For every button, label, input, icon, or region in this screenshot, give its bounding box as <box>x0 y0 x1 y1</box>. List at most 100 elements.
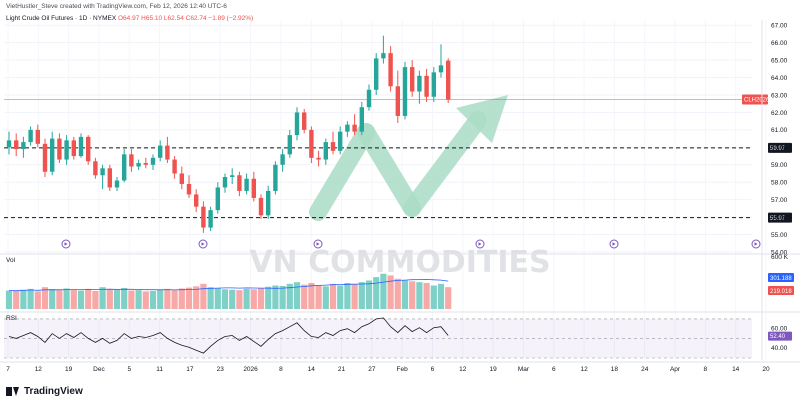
time-tick-label: 19 <box>65 366 73 373</box>
candle <box>186 175 192 198</box>
volume-bar <box>70 289 77 309</box>
candle <box>201 201 206 233</box>
candle <box>6 131 12 155</box>
candle <box>64 135 69 165</box>
candle-body <box>352 124 357 132</box>
candle <box>402 61 408 120</box>
candle-body <box>78 136 84 157</box>
volume-bar <box>41 287 49 309</box>
candle-body <box>150 157 156 165</box>
candle-body <box>179 173 184 184</box>
volume-bar <box>221 289 229 309</box>
price-tick-label: 61.00 <box>771 127 788 134</box>
time-tick-label: 7 <box>6 366 10 373</box>
price-tick-label: 62.00 <box>771 110 788 117</box>
time-tick-label: 11 <box>156 366 163 373</box>
candles <box>6 35 451 233</box>
volume-bar <box>380 273 387 309</box>
time-tick-label: 6 <box>552 366 556 373</box>
time-tick-label: 18 <box>611 366 619 373</box>
event-marker-glyph <box>612 242 616 246</box>
level-tag-bg <box>768 212 792 223</box>
price-tick-label: 55.00 <box>771 232 788 239</box>
candle-body <box>280 154 285 165</box>
event-marker-glyph <box>64 242 68 246</box>
candle <box>395 70 400 123</box>
candle <box>78 133 84 158</box>
event-markers <box>61 239 761 249</box>
time-tick-label: 20 <box>762 366 770 373</box>
candle-body <box>446 60 451 100</box>
trend-arrow-drawing <box>309 95 508 221</box>
price-tick-label: 56.00 <box>771 214 788 221</box>
price-tick-label: 57.00 <box>771 197 788 204</box>
ohlc-open: O64.97 <box>118 15 140 22</box>
candle-body <box>330 142 336 151</box>
candle <box>294 107 300 141</box>
arrow-stroke-right <box>403 111 487 217</box>
time-tick-label: Feb <box>397 366 409 373</box>
volume-bar <box>171 290 178 309</box>
candle-body <box>359 107 364 132</box>
volume-bar <box>358 282 365 309</box>
candle-body <box>158 145 163 158</box>
symbol-legend: Light Crude Oil Futures · 1D · NYMEX O64… <box>6 15 253 22</box>
candle <box>158 140 163 162</box>
last-price-tag-label: CLH2026 <box>744 98 770 104</box>
event-marker-glyph <box>754 242 758 246</box>
candle <box>323 138 328 165</box>
candle-body <box>186 183 192 195</box>
candle <box>424 68 429 102</box>
candle-body <box>172 159 177 174</box>
volume-bar <box>142 291 149 309</box>
candle <box>194 189 199 212</box>
volume-bar <box>337 285 344 309</box>
volume-bar <box>164 288 171 309</box>
candle <box>359 101 364 136</box>
time-axis: 7 12 19 Dec 5 11 17 23 2026 8 14 21 27 Feb 6 12 19 Mar 6 12… <box>0 361 800 373</box>
candle <box>330 131 336 155</box>
volume-bar <box>308 282 315 309</box>
candle-body <box>93 161 98 176</box>
candle-body <box>395 86 400 116</box>
candle <box>35 124 40 148</box>
candle <box>431 67 436 102</box>
price-tick-label: 66.00 <box>771 40 788 47</box>
candle-body <box>165 145 170 160</box>
volume-bar <box>13 290 20 309</box>
level-tag-label: 55.97 <box>770 216 786 222</box>
arrow-head <box>456 95 508 143</box>
volume-bar <box>437 283 445 309</box>
time-tick-label: Mar <box>518 366 530 373</box>
price-tick-label: 64.00 <box>771 75 788 82</box>
time-tick-label: 8 <box>279 366 283 373</box>
candle-body <box>237 175 242 191</box>
volume-title: Vol <box>6 257 16 264</box>
candle-body <box>294 112 300 136</box>
level-tag-label: 59.97 <box>770 146 786 152</box>
candle-body <box>309 129 314 158</box>
candle-body <box>417 75 422 92</box>
level-tag-bg <box>768 142 792 153</box>
rsi-tag-label: 52.40 <box>770 334 786 340</box>
candle <box>71 136 76 160</box>
volume-bar <box>394 278 401 309</box>
candle <box>21 136 26 158</box>
watermark-text: VN COMMODITIES <box>249 245 550 280</box>
candle-body <box>381 53 386 59</box>
candle-body <box>86 136 91 162</box>
candle-body <box>201 206 206 228</box>
volume-bar <box>243 288 250 309</box>
level-price-tag: 55.97 <box>768 212 792 223</box>
rsi-line <box>8 317 449 354</box>
candle <box>345 121 350 137</box>
candle-body <box>100 168 105 176</box>
rsi-tick-label: 40.00 <box>771 345 788 352</box>
price-axis: 67.00 66.00 65.00 64.00 63.00 62.00 61.00 60.00… <box>761 20 788 360</box>
ohlc-low: L62.54 <box>163 15 184 22</box>
volume-bar <box>49 289 56 309</box>
candle <box>338 126 343 155</box>
candle-body <box>222 176 228 188</box>
price-tick-label: 59.00 <box>771 162 788 169</box>
